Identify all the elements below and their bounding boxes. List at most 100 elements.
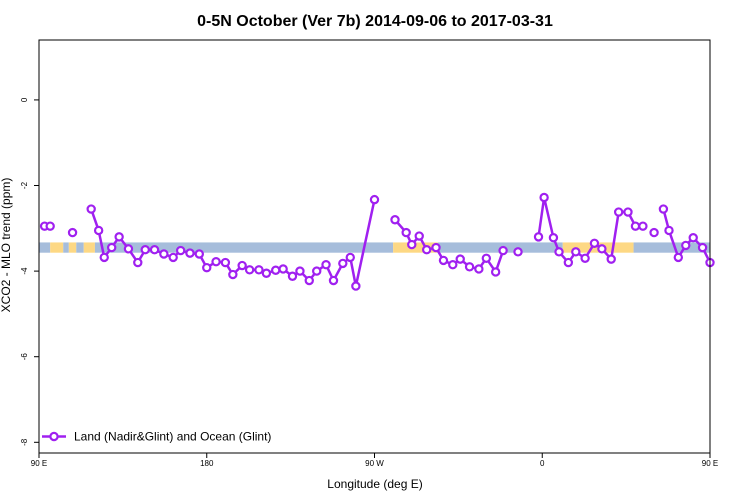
data-point-5-9 bbox=[606, 254, 616, 264]
surface-band-ocean-10 bbox=[633, 242, 710, 253]
data-point-3-13 bbox=[498, 245, 508, 256]
series-line-7 bbox=[662, 208, 712, 264]
data-point-2-11 bbox=[175, 245, 186, 256]
surface-band-ocean-0 bbox=[39, 242, 51, 253]
data-point-2-13 bbox=[194, 249, 204, 259]
data-point-2-32 bbox=[351, 281, 361, 291]
data-point-5-0 bbox=[533, 232, 544, 242]
surface-band bbox=[39, 242, 710, 253]
data-point-5-7 bbox=[589, 238, 600, 248]
legend-label: Land (Nadir&Glint) and Ocean (Glint) bbox=[74, 430, 271, 444]
data-point-2-30 bbox=[338, 258, 348, 269]
series-line-2 bbox=[90, 199, 376, 288]
x-tick-label-3: 0 bbox=[540, 459, 545, 468]
data-point-2-5 bbox=[123, 244, 134, 254]
data-point-3-9 bbox=[464, 262, 475, 272]
series-layer bbox=[39, 192, 715, 291]
data-point-2-10 bbox=[168, 252, 178, 263]
data-point-3-12 bbox=[490, 267, 501, 277]
data-point-2-33 bbox=[369, 194, 380, 205]
data-point-5-11 bbox=[623, 207, 633, 217]
data-point-7-3 bbox=[681, 240, 691, 251]
data-point-2-7 bbox=[140, 245, 150, 255]
data-point-2-26 bbox=[304, 275, 314, 286]
data-point-3-7 bbox=[448, 259, 458, 270]
data-point-2-18 bbox=[237, 260, 247, 271]
y-axis: 0 -2 -4 -6 -8 bbox=[20, 97, 39, 446]
surface-band-land-1 bbox=[50, 242, 64, 253]
x-axis: 90 E 180 90 W 0 90 E bbox=[31, 453, 718, 468]
data-point-6-0 bbox=[649, 227, 659, 238]
legend: Land (Nadir&Glint) and Ocean (Glint) bbox=[42, 430, 271, 444]
data-point-2-3 bbox=[106, 242, 117, 253]
data-point-5-2 bbox=[548, 233, 559, 243]
data-point-7-5 bbox=[697, 242, 708, 253]
x-tick-label-2: 90 W bbox=[365, 459, 384, 468]
data-point-2-31 bbox=[345, 252, 355, 263]
data-point-5-8 bbox=[597, 244, 607, 254]
data-point-4-0 bbox=[513, 247, 523, 257]
data-point-5-4 bbox=[563, 257, 574, 268]
surface-band-ocean-4 bbox=[76, 242, 84, 253]
data-point-2-22 bbox=[271, 265, 281, 275]
data-point-2-29 bbox=[328, 275, 339, 286]
data-point-2-24 bbox=[287, 271, 298, 281]
data-point-5-5 bbox=[571, 247, 581, 257]
data-point-3-5 bbox=[431, 242, 441, 253]
data-point-3-8 bbox=[455, 254, 465, 264]
data-point-5-10 bbox=[613, 207, 624, 217]
data-point-2-25 bbox=[295, 266, 305, 276]
data-point-7-0 bbox=[658, 204, 669, 214]
data-point-3-10 bbox=[474, 264, 484, 274]
data-point-3-3 bbox=[414, 231, 424, 241]
chart-title: 0-5N October (Ver 7b) 2014-09-06 to 2017… bbox=[197, 13, 553, 30]
y-tick-label-0: 0 bbox=[20, 97, 29, 102]
data-point-7-2 bbox=[673, 252, 684, 263]
data-point-3-1 bbox=[401, 227, 411, 238]
data-point-2-2 bbox=[99, 252, 109, 263]
data-point-7-4 bbox=[688, 233, 698, 243]
data-point-2-1 bbox=[93, 225, 104, 236]
data-point-2-0 bbox=[86, 204, 96, 214]
x-axis-label: Longitude (deg E) bbox=[327, 477, 422, 491]
y-tick-label-4: -8 bbox=[20, 438, 29, 446]
data-point-3-2 bbox=[407, 239, 417, 250]
data-point-2-21 bbox=[261, 268, 272, 278]
data-point-2-23 bbox=[278, 264, 288, 274]
data-point-2-8 bbox=[149, 245, 160, 255]
data-point-5-12 bbox=[630, 221, 641, 231]
surface-band-ocean-2 bbox=[63, 242, 69, 253]
data-point-2-4 bbox=[114, 232, 124, 242]
data-point-2-28 bbox=[321, 259, 331, 270]
data-point-2-17 bbox=[228, 269, 238, 280]
data-point-2-14 bbox=[202, 262, 212, 273]
y-tick-label-1: -2 bbox=[20, 181, 29, 189]
data-point-7-1 bbox=[664, 225, 674, 236]
data-point-5-6 bbox=[580, 253, 590, 263]
surface-band-ocean-6 bbox=[94, 242, 394, 253]
data-point-5-1 bbox=[539, 192, 549, 203]
data-point-3-11 bbox=[481, 253, 492, 263]
data-point-2-27 bbox=[312, 266, 322, 276]
data-point-1-0 bbox=[67, 227, 78, 238]
data-point-3-0 bbox=[390, 215, 400, 225]
x-tick-label-1: 180 bbox=[200, 459, 214, 468]
data-point-5-13 bbox=[638, 221, 648, 231]
surface-band-land-5 bbox=[83, 242, 95, 253]
data-point-5-3 bbox=[554, 247, 564, 257]
x-tick-label-4: 90 E bbox=[702, 459, 718, 468]
data-point-2-16 bbox=[220, 257, 231, 268]
legend-point-marker bbox=[49, 431, 59, 442]
x-tick-label-0: 90 E bbox=[31, 459, 47, 468]
data-point-3-4 bbox=[421, 245, 432, 255]
data-point-2-20 bbox=[254, 265, 264, 275]
y-tick-label-2: -4 bbox=[20, 267, 29, 275]
surface-band-land-3 bbox=[68, 242, 77, 253]
data-point-2-9 bbox=[159, 249, 169, 259]
data-point-2-6 bbox=[133, 257, 143, 268]
data-point-2-19 bbox=[244, 265, 255, 275]
surface-band-land-7 bbox=[393, 242, 438, 253]
series-line-5 bbox=[537, 196, 643, 264]
data-point-0-1 bbox=[45, 221, 55, 231]
